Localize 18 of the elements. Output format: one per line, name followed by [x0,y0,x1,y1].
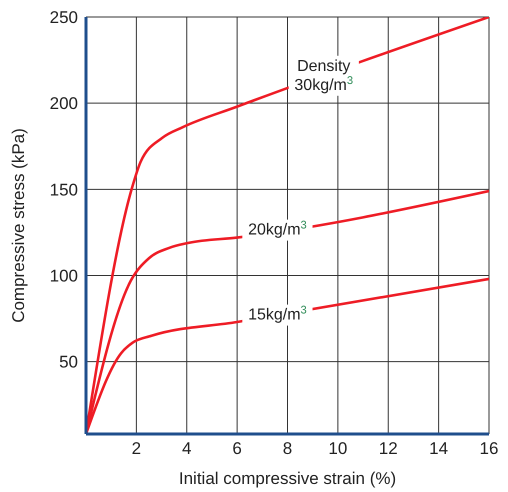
x-tick-label: 14 [429,439,448,458]
y-tick-label: 200 [50,94,78,114]
x-axis-title: Initial compressive strain (%) [178,469,396,488]
series-label: 15kg/m$^{3}$ [248,304,307,324]
series-label: Density 30kg/m$^{3}$ [294,58,354,94]
y-tick-label: 100 [50,266,78,286]
series-label: 20kg/m$^{3}$ [248,220,307,239]
x-tick-label: 10 [328,439,348,458]
x-tick-label: 6 [232,439,242,458]
y-tick-label: 50 [59,352,78,372]
x-tick-label: 8 [282,439,292,458]
y-tick-label: 150 [50,180,78,200]
y-axis-title: Compressive stress (kPa) [9,128,28,323]
x-tick-label: 2 [132,439,142,458]
x-tick-label: 16 [480,439,498,458]
x-tick-label: 12 [378,439,398,458]
x-tick-label: 4 [182,439,192,458]
y-tick-label: 250 [50,8,78,28]
